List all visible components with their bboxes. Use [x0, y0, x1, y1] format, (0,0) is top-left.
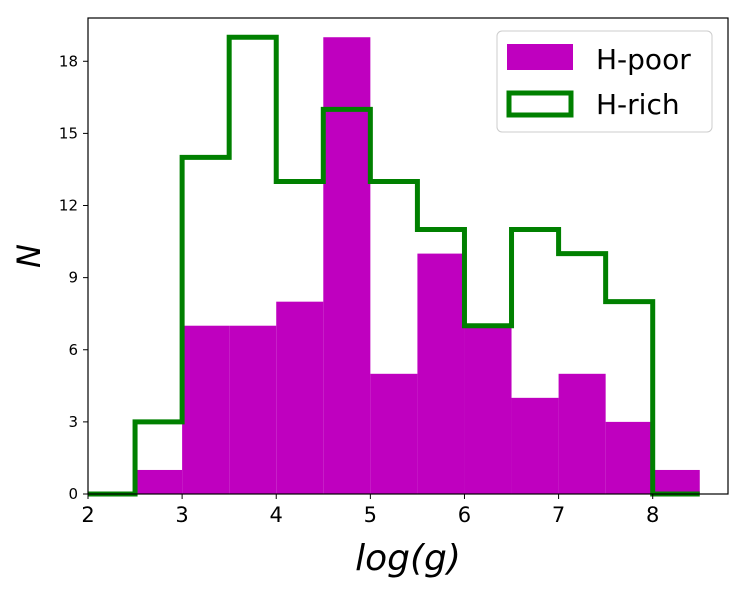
- x-tick-label: 5: [364, 503, 377, 527]
- h-poor-bar: [182, 325, 230, 494]
- h-poor-bar: [605, 421, 653, 494]
- h-poor-bar: [276, 301, 324, 494]
- y-axis-ticks: 0 3 6 9 12 15 18: [59, 52, 88, 503]
- x-tick-label: 7: [552, 503, 565, 527]
- plot-frame: [87, 17, 729, 495]
- x-tick-label: 3: [175, 503, 188, 527]
- y-axis-label: N: [10, 244, 48, 268]
- y-tick-label: 3: [68, 413, 78, 431]
- h-poor-bar: [135, 469, 183, 494]
- legend-swatch-h-rich: [506, 90, 574, 118]
- y-tick-label: 18: [59, 52, 78, 70]
- legend-swatch-h-poor: [507, 44, 573, 70]
- h-poor-bar: [323, 37, 371, 494]
- h-rich-step-line: [88, 34, 700, 497]
- y-tick-label: 15: [59, 124, 78, 142]
- x-axis-label: log(g): [355, 538, 461, 579]
- legend-label-h-rich: H-rich: [596, 88, 680, 121]
- h-rich-step-outline: [88, 34, 700, 497]
- h-poor-bar: [652, 469, 700, 494]
- y-tick-label: 6: [68, 341, 78, 359]
- y-tick-label: 9: [68, 269, 78, 287]
- h-poor-bar: [370, 373, 418, 494]
- legend: H-poor H-rich: [496, 30, 713, 133]
- x-tick-label: 2: [81, 503, 94, 527]
- y-tick-label: 0: [68, 485, 78, 503]
- legend-label-h-poor: H-poor: [596, 43, 691, 76]
- h-poor-bar: [229, 325, 277, 494]
- y-tick-label: 12: [59, 197, 78, 215]
- h-poor-bars: [135, 37, 700, 494]
- h-poor-bar: [511, 397, 559, 494]
- h-poor-bar: [558, 373, 606, 494]
- h-poor-bar: [464, 325, 512, 494]
- x-tick-label: 8: [646, 503, 659, 527]
- x-tick-label: 4: [270, 503, 283, 527]
- x-axis-ticks: 2 3 4 5 6 7 8: [81, 494, 659, 527]
- x-tick-label: 6: [458, 503, 471, 527]
- h-poor-bar: [417, 253, 465, 494]
